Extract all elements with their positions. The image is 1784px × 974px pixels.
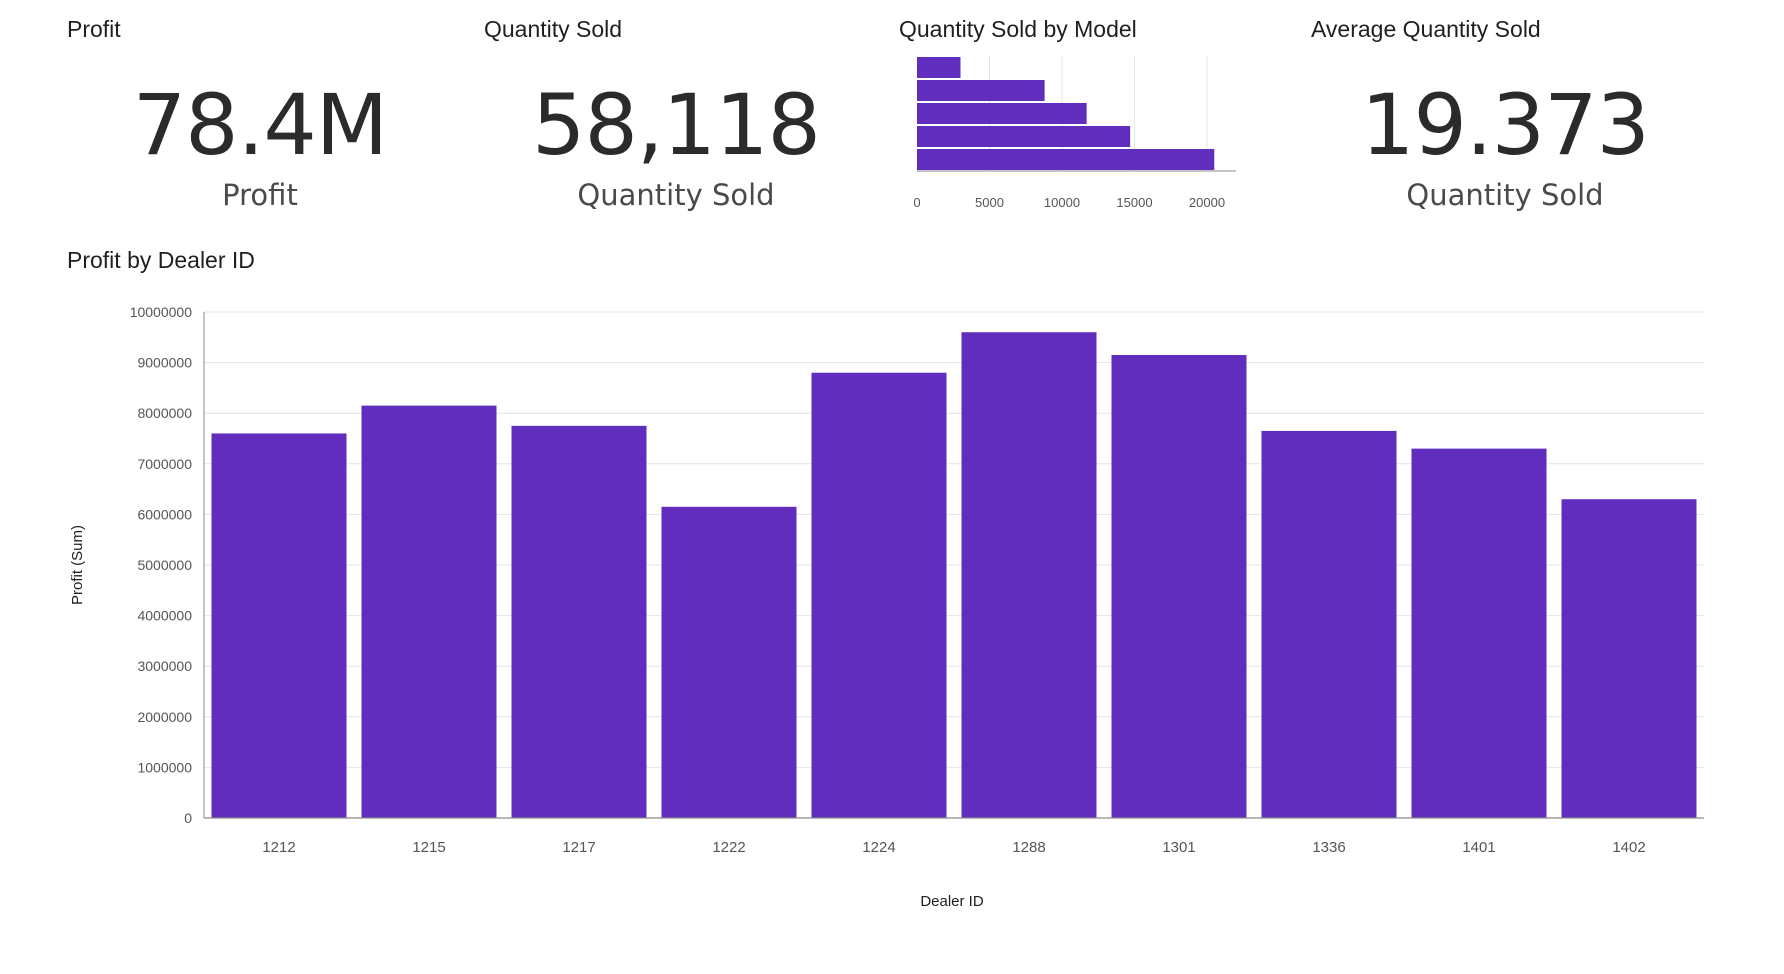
bar [811, 372, 947, 818]
y-tick-label: 0 [184, 810, 192, 826]
y-tick-label: 1000000 [137, 759, 192, 775]
bar [1411, 448, 1547, 818]
x-tick-label: 1401 [1462, 839, 1495, 856]
x-tick-label: 1224 [862, 839, 895, 856]
quantity-sold-kpi-value: 58,118 [532, 76, 821, 174]
x-tick-label: 1217 [562, 839, 595, 856]
x-tick-label: 20000 [1189, 195, 1225, 210]
x-tick-label: 15000 [1116, 195, 1152, 210]
quantity-by-model-title: Quantity Sold by Model [899, 16, 1137, 42]
quantity-by-model-chart: 0 5000 10000 15000 20000 [913, 56, 1236, 210]
profit-widget-title: Profit [67, 16, 121, 42]
y-tick-label: 4000000 [137, 608, 192, 624]
bar [917, 80, 1045, 101]
bar [1561, 499, 1697, 818]
x-tick-label: 1301 [1162, 839, 1195, 856]
y-tick-label: 6000000 [137, 506, 192, 522]
x-tick-label: 1212 [262, 839, 295, 856]
bar [211, 433, 347, 818]
bar [511, 425, 647, 818]
bar [661, 506, 797, 818]
x-tick-label: 1222 [712, 839, 745, 856]
average-quantity-kpi-label: Quantity Sold [1406, 178, 1604, 212]
y-axis-title: Profit (Sum) [69, 525, 86, 605]
x-axis-title: Dealer ID [920, 893, 984, 910]
x-tick-label: 0 [913, 195, 920, 210]
profit-by-dealer-title: Profit by Dealer ID [67, 247, 255, 273]
x-tick-label: 1402 [1612, 839, 1645, 856]
quantity-sold-widget-title: Quantity Sold [484, 16, 623, 42]
y-tick-label: 3000000 [137, 658, 192, 674]
bar [917, 149, 1215, 170]
x-tick-label: 10000 [1044, 195, 1080, 210]
bar [1111, 355, 1247, 818]
bar [917, 57, 961, 78]
x-tick-label: 1288 [1012, 839, 1045, 856]
x-tick-label: 1215 [412, 839, 445, 856]
y-tick-label: 2000000 [137, 709, 192, 725]
bar [361, 405, 497, 818]
y-tick-label: 7000000 [137, 456, 192, 472]
profit-kpi-label: Profit [222, 178, 298, 212]
bar [961, 332, 1097, 818]
y-tick-label: 5000000 [137, 557, 192, 573]
bar [1261, 430, 1397, 818]
y-tick-label: 10000000 [130, 304, 193, 320]
profit-by-dealer-chart: 0 1000000 2000000 3000000 4000000 5000000 6000… [69, 304, 1704, 910]
y-tick-label: 8000000 [137, 405, 192, 421]
y-tick-label: 9000000 [137, 355, 192, 371]
average-quantity-kpi-value: 19.373 [1361, 76, 1650, 174]
bar [917, 126, 1131, 147]
x-tick-label: 1336 [1312, 839, 1345, 856]
x-tick-label: 5000 [975, 195, 1004, 210]
average-quantity-widget-title: Average Quantity Sold [1311, 16, 1541, 42]
quantity-sold-kpi-label: Quantity Sold [577, 178, 775, 212]
bar [917, 103, 1087, 124]
profit-kpi-value: 78.4M [132, 76, 389, 174]
